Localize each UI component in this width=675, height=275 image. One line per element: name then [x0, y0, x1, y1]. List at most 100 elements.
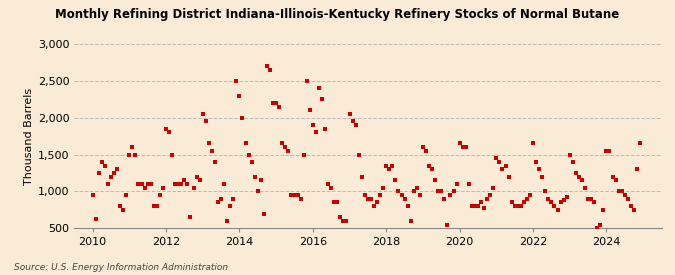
Point	[427, 167, 437, 172]
Point	[485, 193, 495, 197]
Point	[347, 119, 358, 123]
Point	[528, 141, 539, 146]
Point	[411, 186, 422, 190]
Point	[531, 160, 541, 164]
Point	[598, 208, 609, 212]
Point	[286, 193, 297, 197]
Point	[90, 217, 101, 222]
Point	[524, 193, 535, 197]
Point	[157, 186, 168, 190]
Point	[500, 163, 511, 168]
Point	[261, 64, 272, 68]
Point	[117, 208, 128, 212]
Point	[604, 149, 615, 153]
Point	[103, 182, 113, 186]
Point	[307, 123, 318, 127]
Point	[608, 174, 618, 179]
Point	[482, 197, 493, 201]
Point	[87, 193, 98, 197]
Point	[173, 182, 184, 186]
Point	[439, 197, 450, 201]
Point	[497, 167, 508, 172]
Point	[203, 141, 214, 146]
Point	[335, 215, 346, 219]
Point	[356, 174, 367, 179]
Point	[182, 182, 193, 186]
Point	[323, 182, 333, 186]
Point	[448, 189, 459, 194]
Point	[207, 149, 217, 153]
Point	[185, 215, 196, 219]
Point	[252, 189, 263, 194]
Point	[329, 200, 340, 205]
Point	[280, 145, 291, 149]
Point	[320, 126, 331, 131]
Point	[219, 182, 230, 186]
Point	[326, 186, 337, 190]
Y-axis label: Thousand Barrels: Thousand Barrels	[24, 87, 34, 185]
Point	[142, 182, 153, 186]
Point	[115, 204, 126, 208]
Point	[451, 182, 462, 186]
Point	[414, 193, 425, 197]
Point	[265, 68, 275, 72]
Point	[580, 186, 591, 190]
Point	[274, 104, 285, 109]
Point	[176, 182, 187, 186]
Text: Source: U.S. Energy Information Administration: Source: U.S. Energy Information Administ…	[14, 263, 227, 272]
Point	[161, 126, 171, 131]
Point	[433, 189, 443, 194]
Point	[191, 174, 202, 179]
Point	[562, 195, 572, 199]
Point	[246, 160, 257, 164]
Point	[503, 174, 514, 179]
Point	[194, 178, 205, 183]
Point	[381, 163, 392, 168]
Point	[470, 204, 481, 208]
Point	[369, 204, 379, 208]
Point	[259, 211, 269, 216]
Point	[546, 200, 557, 205]
Point	[215, 197, 226, 201]
Point	[179, 178, 190, 183]
Point	[442, 222, 453, 227]
Point	[506, 200, 517, 205]
Point	[430, 178, 441, 183]
Point	[583, 197, 593, 201]
Point	[396, 193, 407, 197]
Point	[634, 141, 645, 146]
Point	[390, 178, 401, 183]
Point	[298, 152, 309, 157]
Point	[570, 171, 581, 175]
Point	[228, 197, 239, 201]
Point	[213, 200, 223, 205]
Point	[512, 204, 523, 208]
Point	[405, 219, 416, 223]
Point	[268, 101, 279, 105]
Point	[121, 193, 132, 197]
Point	[231, 79, 242, 83]
Point	[295, 197, 306, 201]
Point	[574, 174, 585, 179]
Point	[509, 204, 520, 208]
Point	[491, 156, 502, 160]
Point	[537, 174, 547, 179]
Point	[234, 94, 245, 98]
Point	[317, 97, 327, 101]
Point	[402, 204, 413, 208]
Point	[610, 178, 621, 183]
Point	[127, 145, 138, 149]
Point	[188, 186, 199, 190]
Point	[130, 152, 141, 157]
Point	[399, 197, 410, 201]
Point	[479, 205, 489, 210]
Point	[378, 186, 389, 190]
Point	[344, 112, 355, 116]
Point	[283, 149, 294, 153]
Point	[289, 193, 300, 197]
Point	[552, 208, 563, 212]
Point	[338, 219, 349, 223]
Point	[384, 167, 395, 172]
Point	[139, 186, 150, 190]
Point	[359, 193, 370, 197]
